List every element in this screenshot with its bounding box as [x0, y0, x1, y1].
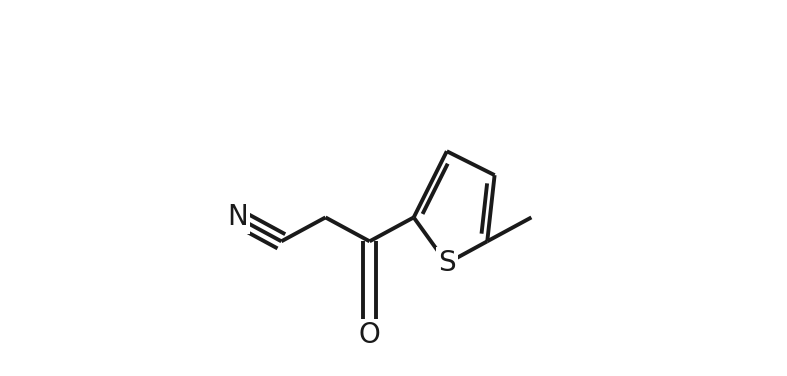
Text: O: O [359, 321, 380, 349]
Text: N: N [227, 203, 248, 231]
Text: S: S [438, 249, 456, 277]
